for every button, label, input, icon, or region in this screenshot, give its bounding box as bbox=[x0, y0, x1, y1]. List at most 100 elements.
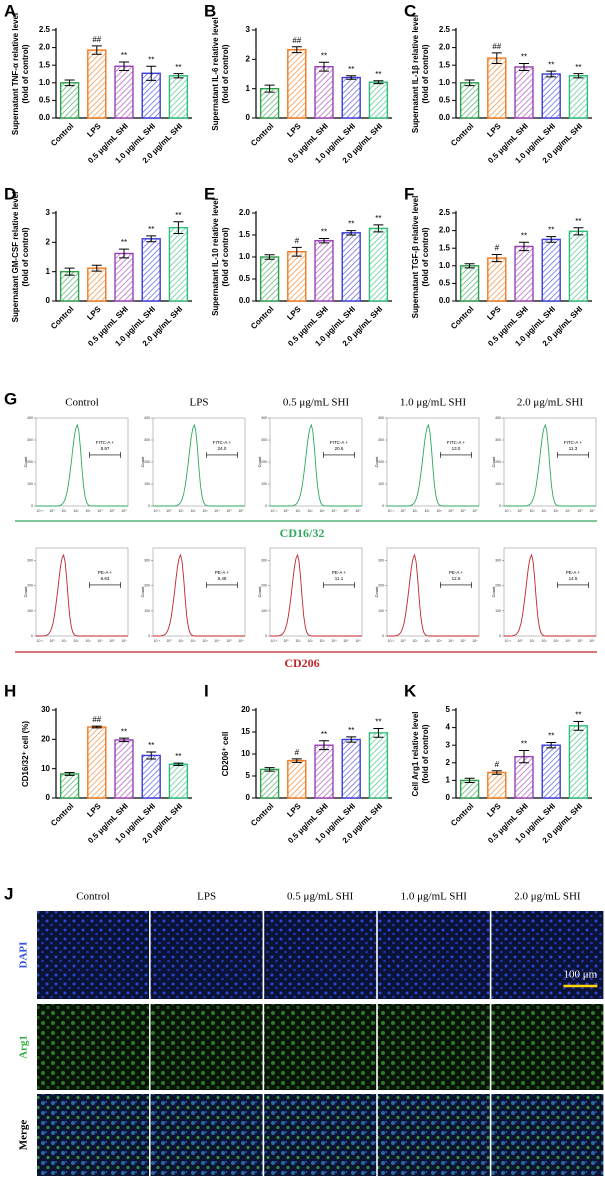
x-tick-label: 10⁰ bbox=[400, 509, 406, 513]
error-bar bbox=[546, 742, 557, 749]
x-tick-label: 10³ bbox=[85, 509, 91, 513]
y-axis-label: CD206⁺ cell bbox=[221, 732, 230, 777]
x-tick-label: 10⁴ bbox=[565, 639, 571, 643]
error-bar bbox=[573, 227, 584, 236]
y-axis-label: Count bbox=[140, 586, 145, 598]
bar bbox=[487, 257, 507, 302]
row-label: CD206 bbox=[284, 656, 319, 670]
y-tick-label: 10 bbox=[241, 749, 250, 758]
column-label: 1.0 μg/mL SHI bbox=[401, 891, 468, 903]
x-tick-label: 10¹ bbox=[178, 639, 184, 643]
histogram-curve bbox=[270, 553, 362, 637]
x-tick-label: 10⁶ bbox=[472, 509, 478, 513]
y-tick-label: 0 bbox=[499, 634, 501, 638]
error-bar bbox=[346, 75, 357, 80]
bar bbox=[341, 76, 361, 119]
y-tick-label: 3 bbox=[246, 25, 251, 34]
x-tick-label: 10⁻¹ bbox=[505, 639, 513, 643]
bar bbox=[568, 230, 589, 302]
y-tick-label: 200 bbox=[261, 460, 267, 464]
bar bbox=[541, 73, 561, 119]
gate bbox=[206, 451, 238, 458]
x-tick-label: 10¹ bbox=[61, 509, 67, 513]
y-axis-label: (fold of control) bbox=[21, 44, 30, 103]
y-axis-label: Count bbox=[374, 586, 379, 598]
x-tick-label: 10² bbox=[190, 639, 196, 643]
x-tick-label: 10³ bbox=[202, 509, 208, 513]
y-tick-label: 1.0 bbox=[239, 252, 251, 261]
gate-label: FITC-A + bbox=[564, 440, 582, 445]
significance: # bbox=[495, 244, 500, 253]
y-tick-label: 2.0 bbox=[439, 43, 451, 52]
bar bbox=[259, 256, 280, 302]
histogram-frame bbox=[503, 547, 597, 637]
bar bbox=[168, 75, 189, 119]
x-tick-label: 10³ bbox=[202, 639, 208, 643]
significance: ** bbox=[521, 740, 527, 749]
y-tick-label: 0 bbox=[246, 113, 251, 122]
x-tick-label: 10⁻¹ bbox=[388, 639, 396, 643]
x-tick-label: 10⁵ bbox=[343, 639, 349, 643]
column-label: 1.0 μg/mL SHI bbox=[400, 397, 467, 409]
x-tick-label: 10⁶ bbox=[589, 639, 595, 643]
row-label: DAPI bbox=[18, 942, 30, 969]
bar bbox=[287, 759, 307, 799]
x-tick-label: 10² bbox=[73, 509, 79, 513]
significance: ** bbox=[175, 63, 181, 72]
x-tick-label: LPS bbox=[485, 304, 503, 322]
micrograph bbox=[37, 911, 149, 999]
x-tick-label: 10⁰ bbox=[166, 509, 172, 513]
y-tick-label: 200 bbox=[495, 460, 501, 464]
error-bar bbox=[573, 73, 584, 79]
significance: ** bbox=[548, 732, 554, 741]
histogram-curve bbox=[153, 423, 245, 507]
histogram-curve bbox=[153, 553, 245, 637]
x-tick-label: 10⁴ bbox=[97, 639, 103, 643]
histogram-curve bbox=[36, 423, 128, 507]
micrograph bbox=[150, 911, 263, 999]
bar bbox=[459, 265, 480, 302]
error-bar bbox=[546, 236, 557, 243]
bar bbox=[368, 81, 389, 119]
histogram-frame bbox=[35, 547, 129, 637]
y-axis-label: Supernatant IL-1β relative level bbox=[411, 15, 420, 133]
bar bbox=[87, 726, 107, 799]
y-tick-label: 0 bbox=[46, 793, 51, 802]
y-tick-label: 2.0 bbox=[39, 43, 51, 52]
bar bbox=[59, 82, 80, 119]
y-tick-label: 1.5 bbox=[39, 60, 51, 69]
x-tick-label: 10³ bbox=[319, 639, 325, 643]
bar bbox=[459, 779, 480, 799]
y-tick-label: 400 bbox=[261, 416, 267, 420]
bar bbox=[114, 65, 134, 119]
y-axis-label: Supernatant TGF-β relative level bbox=[411, 196, 420, 319]
x-tick-label: 10⁵ bbox=[343, 509, 349, 513]
y-tick-label: 0 bbox=[265, 504, 267, 508]
significance: ** bbox=[175, 752, 181, 761]
y-tick-label: 1.0 bbox=[39, 78, 51, 87]
significance: ## bbox=[92, 35, 101, 44]
x-tick-label: 10⁴ bbox=[214, 509, 220, 513]
x-tick-label: 10² bbox=[424, 639, 430, 643]
gate-value: 12.6 bbox=[452, 576, 461, 581]
bar bbox=[59, 270, 80, 302]
y-tick-label: 2.5 bbox=[439, 25, 451, 34]
error-bar bbox=[146, 65, 157, 81]
x-tick-label: 10⁴ bbox=[448, 639, 454, 643]
histogram-curve bbox=[504, 423, 596, 507]
error-bar bbox=[346, 736, 357, 743]
column-label: 2.0 μg/mL SHI bbox=[514, 891, 581, 903]
bar bbox=[514, 245, 534, 302]
significance: ## bbox=[292, 36, 301, 45]
x-tick-label: 10³ bbox=[319, 509, 325, 513]
y-tick-label: 1.0 bbox=[439, 78, 451, 87]
bar bbox=[541, 744, 561, 799]
gate-value: 20.6 bbox=[335, 446, 344, 451]
x-tick-label: 10¹ bbox=[295, 509, 301, 513]
error-bar bbox=[319, 740, 329, 751]
histogram-frame bbox=[152, 547, 246, 637]
y-axis-label: Supernatant IL-10 relative level bbox=[211, 198, 220, 316]
x-tick-label: Control bbox=[249, 802, 275, 828]
x-tick-label: Control bbox=[249, 122, 275, 148]
x-tick-label: 10⁵ bbox=[226, 509, 232, 513]
